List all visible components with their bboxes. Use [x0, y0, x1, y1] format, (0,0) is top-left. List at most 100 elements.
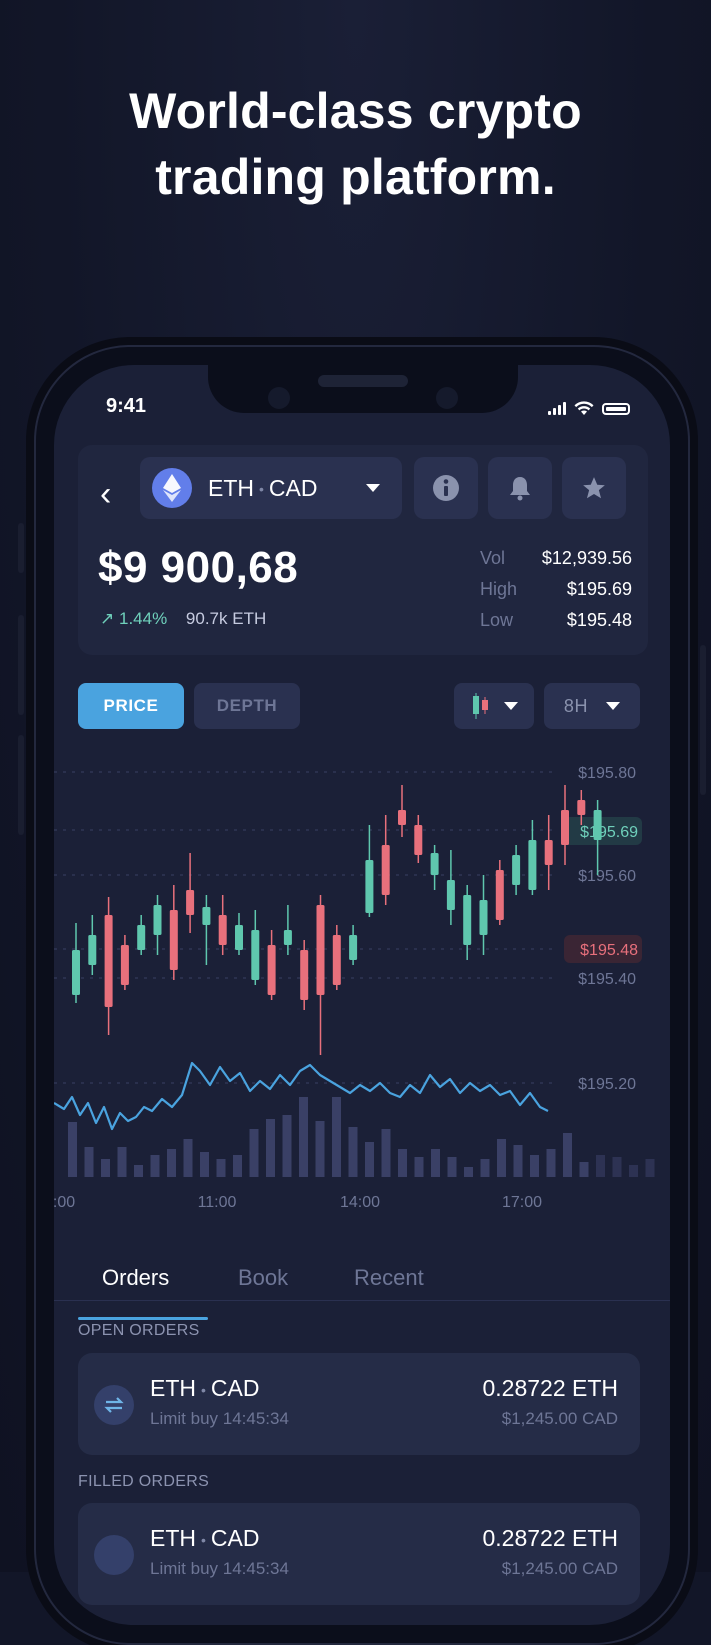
volume-bar [563, 1133, 572, 1177]
high-label: $195.69 [580, 824, 638, 841]
alerts-button[interactable] [488, 457, 552, 519]
volume-bar [332, 1097, 341, 1177]
y-tick-label: $195.60 [578, 868, 636, 885]
low-badge [564, 935, 642, 963]
x-tick-label: :00 [54, 1194, 75, 1211]
candle-body [202, 907, 211, 925]
moving-average-line [54, 1061, 549, 1131]
volume-bar [315, 1121, 325, 1177]
candle-body [153, 905, 162, 935]
volume-bar [546, 1149, 556, 1177]
candle-body [235, 925, 243, 950]
candle-body [283, 930, 292, 945]
tab-price[interactable]: PRICE [78, 683, 184, 729]
volume-bar [447, 1157, 457, 1177]
hero-headline: World-class crypto trading platform. [0, 78, 711, 210]
tab-orders[interactable]: Orders [102, 1265, 170, 1290]
mute-switch [18, 523, 24, 573]
hero-line-1: World-class crypto [129, 83, 582, 139]
volume-bar [398, 1149, 407, 1177]
order-amount: 0.28722 ETH [482, 1525, 618, 1551]
stat-high: High $195.69 [480, 579, 632, 599]
x-tick-label: 14:00 [340, 1194, 380, 1211]
candle-body [512, 855, 521, 885]
chevron-down-icon [606, 702, 621, 710]
candle-body [251, 930, 260, 980]
volume-bar [183, 1139, 193, 1177]
y-tick-label: $195.20 [578, 1076, 636, 1093]
stats-table: Vol $12,939.56 High $195.69 Low $195.48 [480, 543, 632, 636]
volume-bar [480, 1159, 490, 1177]
volume-bar [282, 1115, 292, 1177]
high-badge [564, 817, 642, 845]
volume-bar [266, 1119, 275, 1177]
price-chart[interactable]: $195.80 $195.60 $195.40 $195.20 $195.69 $195.… [54, 745, 670, 1215]
status-icons [548, 401, 630, 416]
low-label: $195.48 [580, 942, 638, 959]
volume-bar [200, 1152, 209, 1177]
tab-recent[interactable]: Recent [354, 1265, 424, 1290]
candle-body [332, 935, 341, 985]
y-tick-label: $195.40 [578, 971, 636, 988]
volume-bar [84, 1147, 94, 1177]
volume-bar [612, 1157, 622, 1177]
pair-label: ETH • CAD [208, 474, 318, 501]
volume-bar [579, 1162, 589, 1177]
chart-type-select[interactable] [454, 683, 534, 729]
change-percent: 1.44% [118, 609, 168, 628]
order-fiat: $1,245.00 CAD [501, 1409, 618, 1428]
candle-body [72, 950, 80, 995]
battery-icon [602, 402, 630, 415]
volume-bar [596, 1155, 605, 1177]
candle-body [120, 945, 129, 985]
order-pair: ETH • CAD [150, 1375, 260, 1401]
open-orders-title: OPEN ORDERS [78, 1322, 200, 1339]
open-order-item[interactable]: ETH • CAD Limit buy 14:45:34 0.28722 ETH $… [78, 1353, 640, 1455]
interval-select[interactable]: 8H [544, 683, 640, 729]
volume-bar [150, 1155, 160, 1177]
pair-selector[interactable]: ETH • CAD [140, 457, 402, 519]
bell-icon [510, 477, 530, 501]
candle-body [479, 900, 488, 935]
tab-book[interactable]: Book [238, 1265, 289, 1290]
candle-body [300, 950, 309, 1000]
current-price: $9 900,68 [98, 543, 299, 592]
volume-up-button [18, 615, 24, 715]
x-tick-label: 11:00 [198, 1194, 237, 1211]
back-button[interactable]: ‹ [100, 475, 112, 513]
volume-bar [464, 1167, 473, 1177]
candle-body [446, 880, 455, 910]
tab-depth[interactable]: DEPTH [194, 683, 300, 729]
stat-low: Low $195.48 [480, 610, 632, 630]
star-icon [583, 477, 605, 499]
speaker [318, 375, 408, 387]
filled-orders-title: FILLED ORDERS [78, 1473, 210, 1490]
volume-bar [497, 1139, 506, 1177]
candle-body [267, 945, 276, 995]
volume-bar [216, 1159, 226, 1177]
filled-order-item[interactable]: ETH • CAD Limit buy 14:45:34 0.28722 ETH $… [78, 1503, 640, 1605]
candle-body [495, 870, 504, 920]
candle-body [577, 800, 586, 815]
trend-up-icon: ↗ [100, 609, 115, 628]
volume-bar [381, 1129, 391, 1177]
favorite-button[interactable] [562, 457, 626, 519]
candle-body [414, 825, 423, 855]
exchange-icon [94, 1385, 134, 1425]
volume-bar [167, 1149, 176, 1177]
candle-body [593, 810, 602, 840]
info-button[interactable] [414, 457, 478, 519]
volume-bar [513, 1145, 523, 1177]
phone-screen: 9:41 ‹ ETH • CAD [54, 365, 670, 1625]
y-tick-label: $195.80 [578, 765, 636, 782]
sensor [268, 387, 290, 409]
candle-body [218, 915, 227, 945]
order-subtitle: Limit buy 14:45:34 [150, 1559, 289, 1578]
notch [208, 365, 518, 413]
volume-24h: 90.7k ETH [185, 609, 267, 628]
volume-bar [365, 1142, 374, 1177]
front-camera [436, 387, 458, 409]
volume-bar [299, 1097, 308, 1177]
order-fiat: $1,245.00 CAD [501, 1559, 618, 1578]
candle-body [463, 895, 472, 945]
